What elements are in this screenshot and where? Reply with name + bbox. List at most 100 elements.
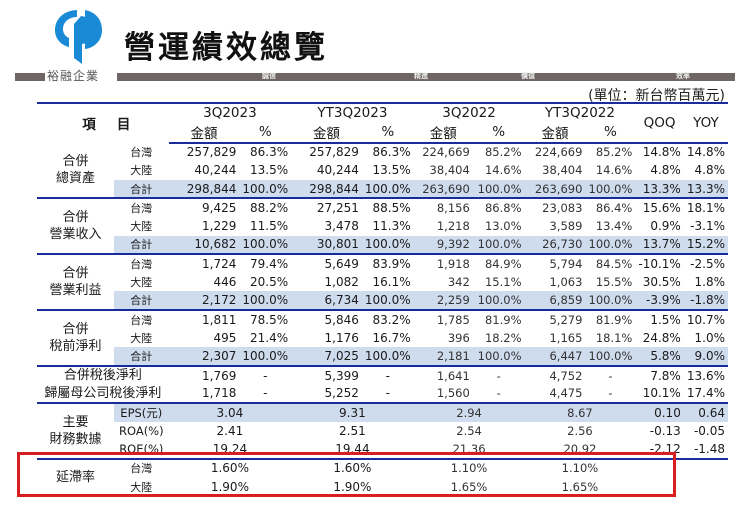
- category-line: 財務數據: [49, 431, 102, 447]
- table-cell: 396: [447, 330, 470, 345]
- table-cell: 1,724: [202, 256, 237, 271]
- category-line: 合併: [62, 321, 89, 337]
- table-cell: 11.5%: [250, 219, 289, 234]
- row-label: 台灣: [130, 145, 153, 159]
- table-cell: 9,392: [413, 235, 473, 256]
- table-cell: 23,083: [542, 201, 583, 216]
- table-cell: 1.60%: [210, 461, 249, 476]
- table-row: 大陸 40,244 13.5% 40,244 13.5% 38,404 14.6% 38,40…: [37, 161, 728, 180]
- table-cell: 84.9%: [484, 256, 522, 271]
- category-label: 延滯率: [55, 470, 95, 486]
- table-cell: 2.41: [216, 423, 244, 438]
- category-line: 稅前淨利: [49, 338, 102, 354]
- row-label: 台灣: [130, 313, 153, 327]
- category-label: 合併 營業利益: [37, 254, 114, 311]
- table-cell: 1.8%: [694, 275, 726, 290]
- table-cell: 40,244: [316, 163, 359, 178]
- table-cell: 14.6%: [595, 163, 633, 178]
- banner-word-efficiency: 效率: [676, 72, 690, 80]
- table-cell: 15.5%: [595, 275, 633, 290]
- row-label: 合併稅後淨利: [63, 368, 142, 384]
- yoy-header: YOY: [683, 102, 728, 144]
- banner-word-progress: 精進: [414, 72, 428, 80]
- table-cell: 1.65%: [561, 479, 599, 494]
- category-line: 合併: [62, 210, 89, 226]
- table-cell: 18.1%: [686, 201, 725, 216]
- table-cell: 6,734: [291, 291, 362, 311]
- table-row: 大陸 446 20.5% 1,082 16.1% 342 15.1% 1,063 15.5% 30…: [37, 273, 728, 292]
- category-line: 總資產: [55, 170, 95, 186]
- period-header-3q2022: 3Q2022: [413, 102, 525, 122]
- banner-word-integrity: 誠信: [262, 72, 276, 80]
- percent-header: %: [472, 121, 525, 144]
- percent-header: %: [361, 121, 414, 144]
- table-cell: 27,251: [316, 201, 359, 216]
- table-cell: 2,172: [168, 291, 240, 311]
- table-cell: 13.4%: [595, 219, 633, 234]
- table-cell: 13.3%: [635, 179, 684, 200]
- table-cell: 100.0%: [472, 179, 525, 200]
- amount-header: 金額: [168, 121, 240, 144]
- row-label: 大陸: [130, 164, 153, 178]
- table-cell: 85.2%: [484, 145, 522, 160]
- table-cell: -: [608, 368, 613, 383]
- table-cell: 13.6%: [686, 368, 725, 383]
- table-cell: 5,794: [549, 256, 583, 271]
- table-cell: 86.4%: [595, 201, 633, 216]
- table-row: ROA(%) 2.41 2.51 2.54 2.56 -0.13 -0.05: [37, 422, 728, 441]
- table-cell: 14.8%: [686, 145, 725, 160]
- table-cell: 4,752: [549, 368, 583, 383]
- row-label: 大陸: [130, 276, 153, 290]
- table-cell: -: [585, 384, 636, 404]
- table-cell: -1.8%: [683, 291, 728, 311]
- table-cell: -: [496, 368, 501, 383]
- table-cell: 100.0%: [361, 179, 414, 200]
- table-row: 合併 稅前淨利 台灣 1,811 78.5% 5,846 83.2% 1,785 81.9% 5,…: [37, 309, 728, 367]
- item-header-left: 項: [37, 102, 114, 143]
- percent-header: %: [585, 121, 636, 144]
- category-label: 主要 財務數據: [37, 402, 114, 460]
- category-line: 合併: [62, 266, 89, 282]
- table-cell: 86.8%: [484, 201, 522, 216]
- period-header-3q2023: 3Q2023: [168, 102, 292, 122]
- table-cell: 38,404: [542, 163, 583, 178]
- table-row: 大陸 1.90% 1.90% 1.65% 1.65%: [37, 477, 728, 496]
- category-label: 合併 營業收入: [37, 198, 114, 256]
- table-cell: 30.5%: [642, 275, 681, 290]
- table-cell: 298,844: [168, 179, 240, 200]
- table-cell: 257,829: [309, 145, 359, 160]
- table-cell: 100.0%: [239, 291, 292, 311]
- table-cell: 83.2%: [372, 312, 411, 327]
- row-label: 合計: [113, 179, 169, 200]
- table-cell: 15.1%: [484, 275, 522, 290]
- table-row: 合計 10,682 100.0% 30,801 100.0% 9,392 100.0% 26,…: [37, 235, 728, 256]
- row-label: 合計: [113, 291, 169, 311]
- period-header-yt3q2022: YT3Q2022: [524, 102, 636, 122]
- banner-bar-left: [15, 73, 45, 81]
- delinquency-highlight-box: [17, 452, 676, 497]
- table-cell: -0.13: [649, 423, 681, 438]
- percent-header: %: [239, 121, 292, 144]
- table-cell: 1,176: [324, 330, 359, 345]
- table-cell: 1,165: [549, 330, 583, 345]
- table-cell: 10,682: [168, 235, 240, 256]
- table-cell: 224,669: [422, 145, 470, 160]
- table-cell: 1,918: [436, 256, 470, 271]
- table-cell: 21.4%: [250, 330, 289, 345]
- table-row: 合計 2,307 100.0% 7,025 100.0% 2,181 100.0% 6,447…: [37, 347, 728, 367]
- table-cell: 9.0%: [683, 347, 728, 367]
- table-cell: 84.5%: [595, 256, 633, 271]
- row-label: 大陸: [130, 480, 153, 494]
- amount-header: 金額: [413, 121, 473, 144]
- table-cell: 8,156: [436, 201, 470, 216]
- table-cell: 14.6%: [484, 163, 522, 178]
- table-cell: -: [263, 368, 268, 383]
- page-title: 營運績效總覽: [124, 30, 328, 66]
- table-cell: 0.10: [635, 402, 684, 422]
- table-cell: 7.8%: [650, 368, 681, 383]
- table-cell: 1.90%: [210, 479, 249, 494]
- table-cell: 1,811: [202, 312, 237, 327]
- performance-table: 項 目 3Q2023 YT3Q2023 3Q2022 YT3Q2022 QOQ …: [37, 102, 728, 496]
- table-row: 合併稅後淨利 1,769 - 5,399 - 1,641 - 4,752 - 7.8% 13.6%: [37, 366, 728, 385]
- table-cell: 1,063: [549, 275, 583, 290]
